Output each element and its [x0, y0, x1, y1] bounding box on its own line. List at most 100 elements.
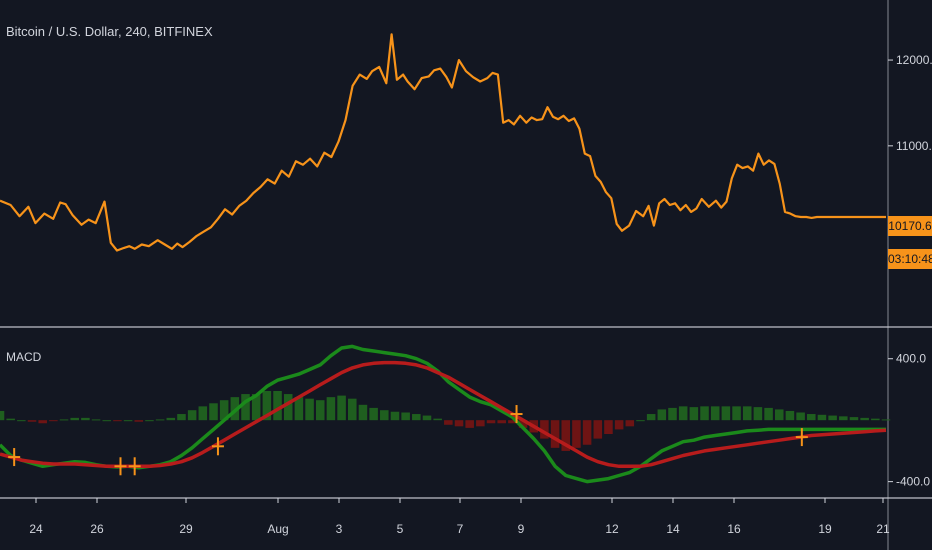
- time-tick-label: 21: [876, 522, 890, 536]
- histogram-bar: [102, 420, 112, 422]
- histogram-bar: [155, 419, 165, 421]
- histogram-bar: [166, 417, 176, 421]
- histogram-bar: [593, 420, 603, 439]
- histogram-bar: [113, 420, 122, 422]
- histogram-bar: [283, 394, 293, 421]
- histogram-bar: [380, 410, 389, 421]
- price-line: [0, 33, 886, 252]
- histogram-bar: [454, 420, 464, 427]
- signal-line: [0, 360, 887, 469]
- histogram-bar: [219, 400, 229, 421]
- histogram-bar: [0, 410, 5, 421]
- histogram-bar: [732, 406, 741, 421]
- price-tick-label: 11000.0: [896, 139, 932, 153]
- histogram-bar: [209, 403, 218, 421]
- histogram-bar: [860, 417, 869, 421]
- histogram-bar: [625, 420, 635, 427]
- time-tick-label: 19: [818, 522, 832, 536]
- histogram-bar: [187, 410, 197, 421]
- time-tick-label: 14: [666, 522, 680, 536]
- histogram-bar: [401, 412, 410, 421]
- histogram-bar: [753, 407, 763, 421]
- histogram-bar: [49, 420, 58, 422]
- histogram-bar: [444, 420, 453, 425]
- histogram-bar: [6, 418, 15, 421]
- histogram-bar: [871, 418, 880, 421]
- time-tick-label: 29: [179, 522, 193, 536]
- histogram-bar: [604, 420, 613, 435]
- histogram-bar: [742, 406, 752, 421]
- histogram-bar: [785, 410, 795, 421]
- histogram-bar: [294, 397, 304, 421]
- histogram-bar: [476, 420, 485, 427]
- time-tick-label: 3: [336, 522, 343, 536]
- time-tick-label: 7: [457, 522, 464, 536]
- histogram-bar: [262, 390, 272, 421]
- histogram-bar: [817, 414, 827, 421]
- histogram-bar: [198, 406, 208, 421]
- histogram-bar: [689, 407, 699, 421]
- histogram-bar: [678, 406, 688, 421]
- histogram-bar: [369, 407, 378, 421]
- time-tick-label: 26: [90, 522, 104, 536]
- histogram-bar: [700, 406, 709, 421]
- histogram-bar: [582, 420, 592, 445]
- histogram-bar: [849, 417, 859, 421]
- histogram-bar: [412, 414, 421, 421]
- histogram-bar: [828, 415, 837, 421]
- histogram-bar: [422, 415, 432, 421]
- histogram-bar: [668, 407, 677, 421]
- histogram-bar: [881, 419, 891, 421]
- time-tick-label: Aug: [267, 522, 288, 536]
- macd-tick-label: 400.0: [896, 352, 926, 366]
- histogram-bar: [550, 420, 560, 448]
- countdown-tag: 03:10:48: [888, 249, 932, 269]
- histogram-bar: [465, 420, 474, 428]
- histogram-bar: [337, 395, 346, 421]
- histogram-bar: [774, 409, 784, 421]
- histogram-bar: [807, 414, 816, 421]
- histogram-bar: [657, 409, 667, 421]
- histogram-bar: [390, 411, 400, 421]
- histogram-bar: [27, 420, 37, 422]
- histogram-bar: [134, 420, 144, 422]
- histogram-bar: [315, 400, 325, 421]
- macd-line: [0, 344, 886, 484]
- histogram-bar: [123, 420, 133, 422]
- histogram-bar: [273, 390, 282, 421]
- histogram-bar: [540, 420, 549, 439]
- histogram-bar: [636, 420, 645, 422]
- histogram-bar: [614, 420, 624, 430]
- histogram-bar: [710, 406, 720, 421]
- histogram-bar: [646, 414, 656, 421]
- macd-tick-label: -400.0: [896, 475, 930, 489]
- histogram-bar: [508, 420, 517, 424]
- histogram-bar: [326, 397, 336, 421]
- histogram-bar: [177, 414, 186, 421]
- histogram-bar: [497, 420, 506, 424]
- time-tick-label: 16: [727, 522, 741, 536]
- histogram-bar: [572, 420, 581, 448]
- last-price-tag: 10170.6: [888, 216, 932, 236]
- histogram-bar: [358, 404, 368, 421]
- histogram-bar: [347, 398, 357, 421]
- histogram-bar: [241, 394, 250, 421]
- histogram-bar: [721, 406, 731, 421]
- chart-title: Bitcoin / U.S. Dollar, 240, BITFINEX: [6, 24, 213, 39]
- histogram-bar: [17, 420, 26, 422]
- histogram-bar: [59, 419, 69, 421]
- histogram-bar: [764, 407, 773, 421]
- time-tick-label: 24: [29, 522, 43, 536]
- histogram-bar: [38, 420, 47, 424]
- histogram-bar: [305, 398, 314, 421]
- time-tick-label: 12: [605, 522, 619, 536]
- histogram-bar: [433, 418, 442, 421]
- time-tick-label: 5: [397, 522, 404, 536]
- macd-pane-label: MACD: [6, 350, 42, 364]
- histogram-bar: [91, 419, 101, 421]
- histogram-bar: [145, 420, 154, 422]
- histogram-bar: [70, 417, 79, 421]
- histogram-bar: [561, 420, 571, 451]
- histogram-bar: [518, 420, 528, 428]
